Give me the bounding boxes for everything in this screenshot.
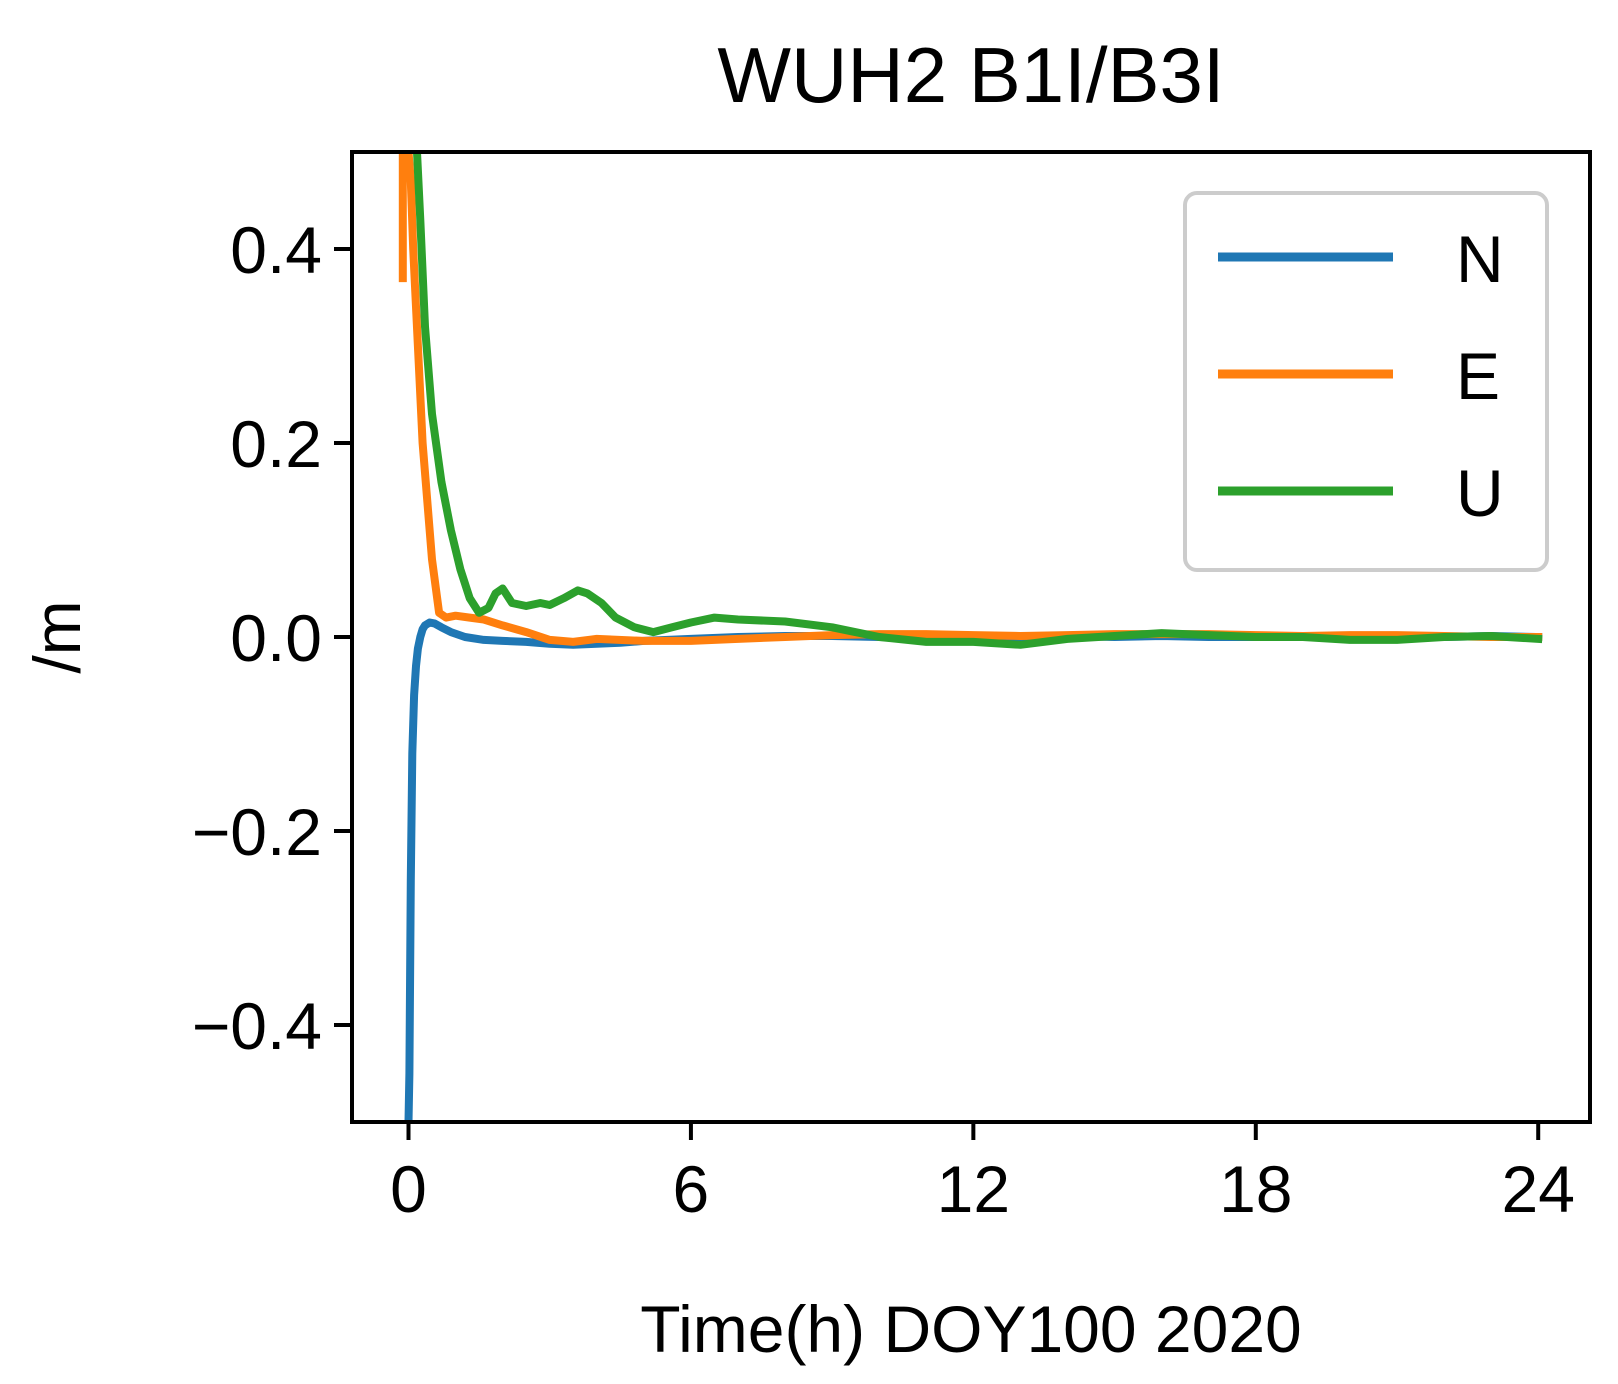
x-tick-label: 0 [390, 1152, 427, 1226]
y-axis: −0.4 −0.2 0.0 0.2 0.4 [192, 213, 352, 1063]
x-tick-label: 24 [1502, 1152, 1575, 1226]
y-tick-label: 0.0 [230, 601, 322, 675]
legend-label-n: N [1456, 222, 1504, 296]
legend-box [1183, 191, 1549, 572]
series-line-u [412, 152, 1543, 649]
y-tick-label: −0.2 [192, 795, 322, 869]
x-tick-label: 6 [673, 1152, 710, 1226]
legend-label-u: U [1456, 456, 1504, 530]
y-tick-label: 0.2 [230, 407, 322, 481]
x-axis: 0 6 12 18 24 [390, 1122, 1575, 1226]
x-tick-label: 12 [937, 1152, 1010, 1226]
legend-label-e: E [1456, 339, 1500, 413]
y-tick-label: 0.4 [230, 213, 322, 287]
x-tick-label: 18 [1219, 1152, 1292, 1226]
x-axis-label: Time(h) DOY100 2020 [640, 1292, 1302, 1366]
chart-title: WUH2 B1I/B3I [717, 31, 1224, 119]
y-tick-label: −0.4 [192, 989, 322, 1063]
series-layer [398, 152, 1543, 1122]
y-axis-label: /m [20, 600, 94, 673]
series-line-n [404, 618, 1543, 1122]
legend: N E U [1183, 191, 1549, 572]
